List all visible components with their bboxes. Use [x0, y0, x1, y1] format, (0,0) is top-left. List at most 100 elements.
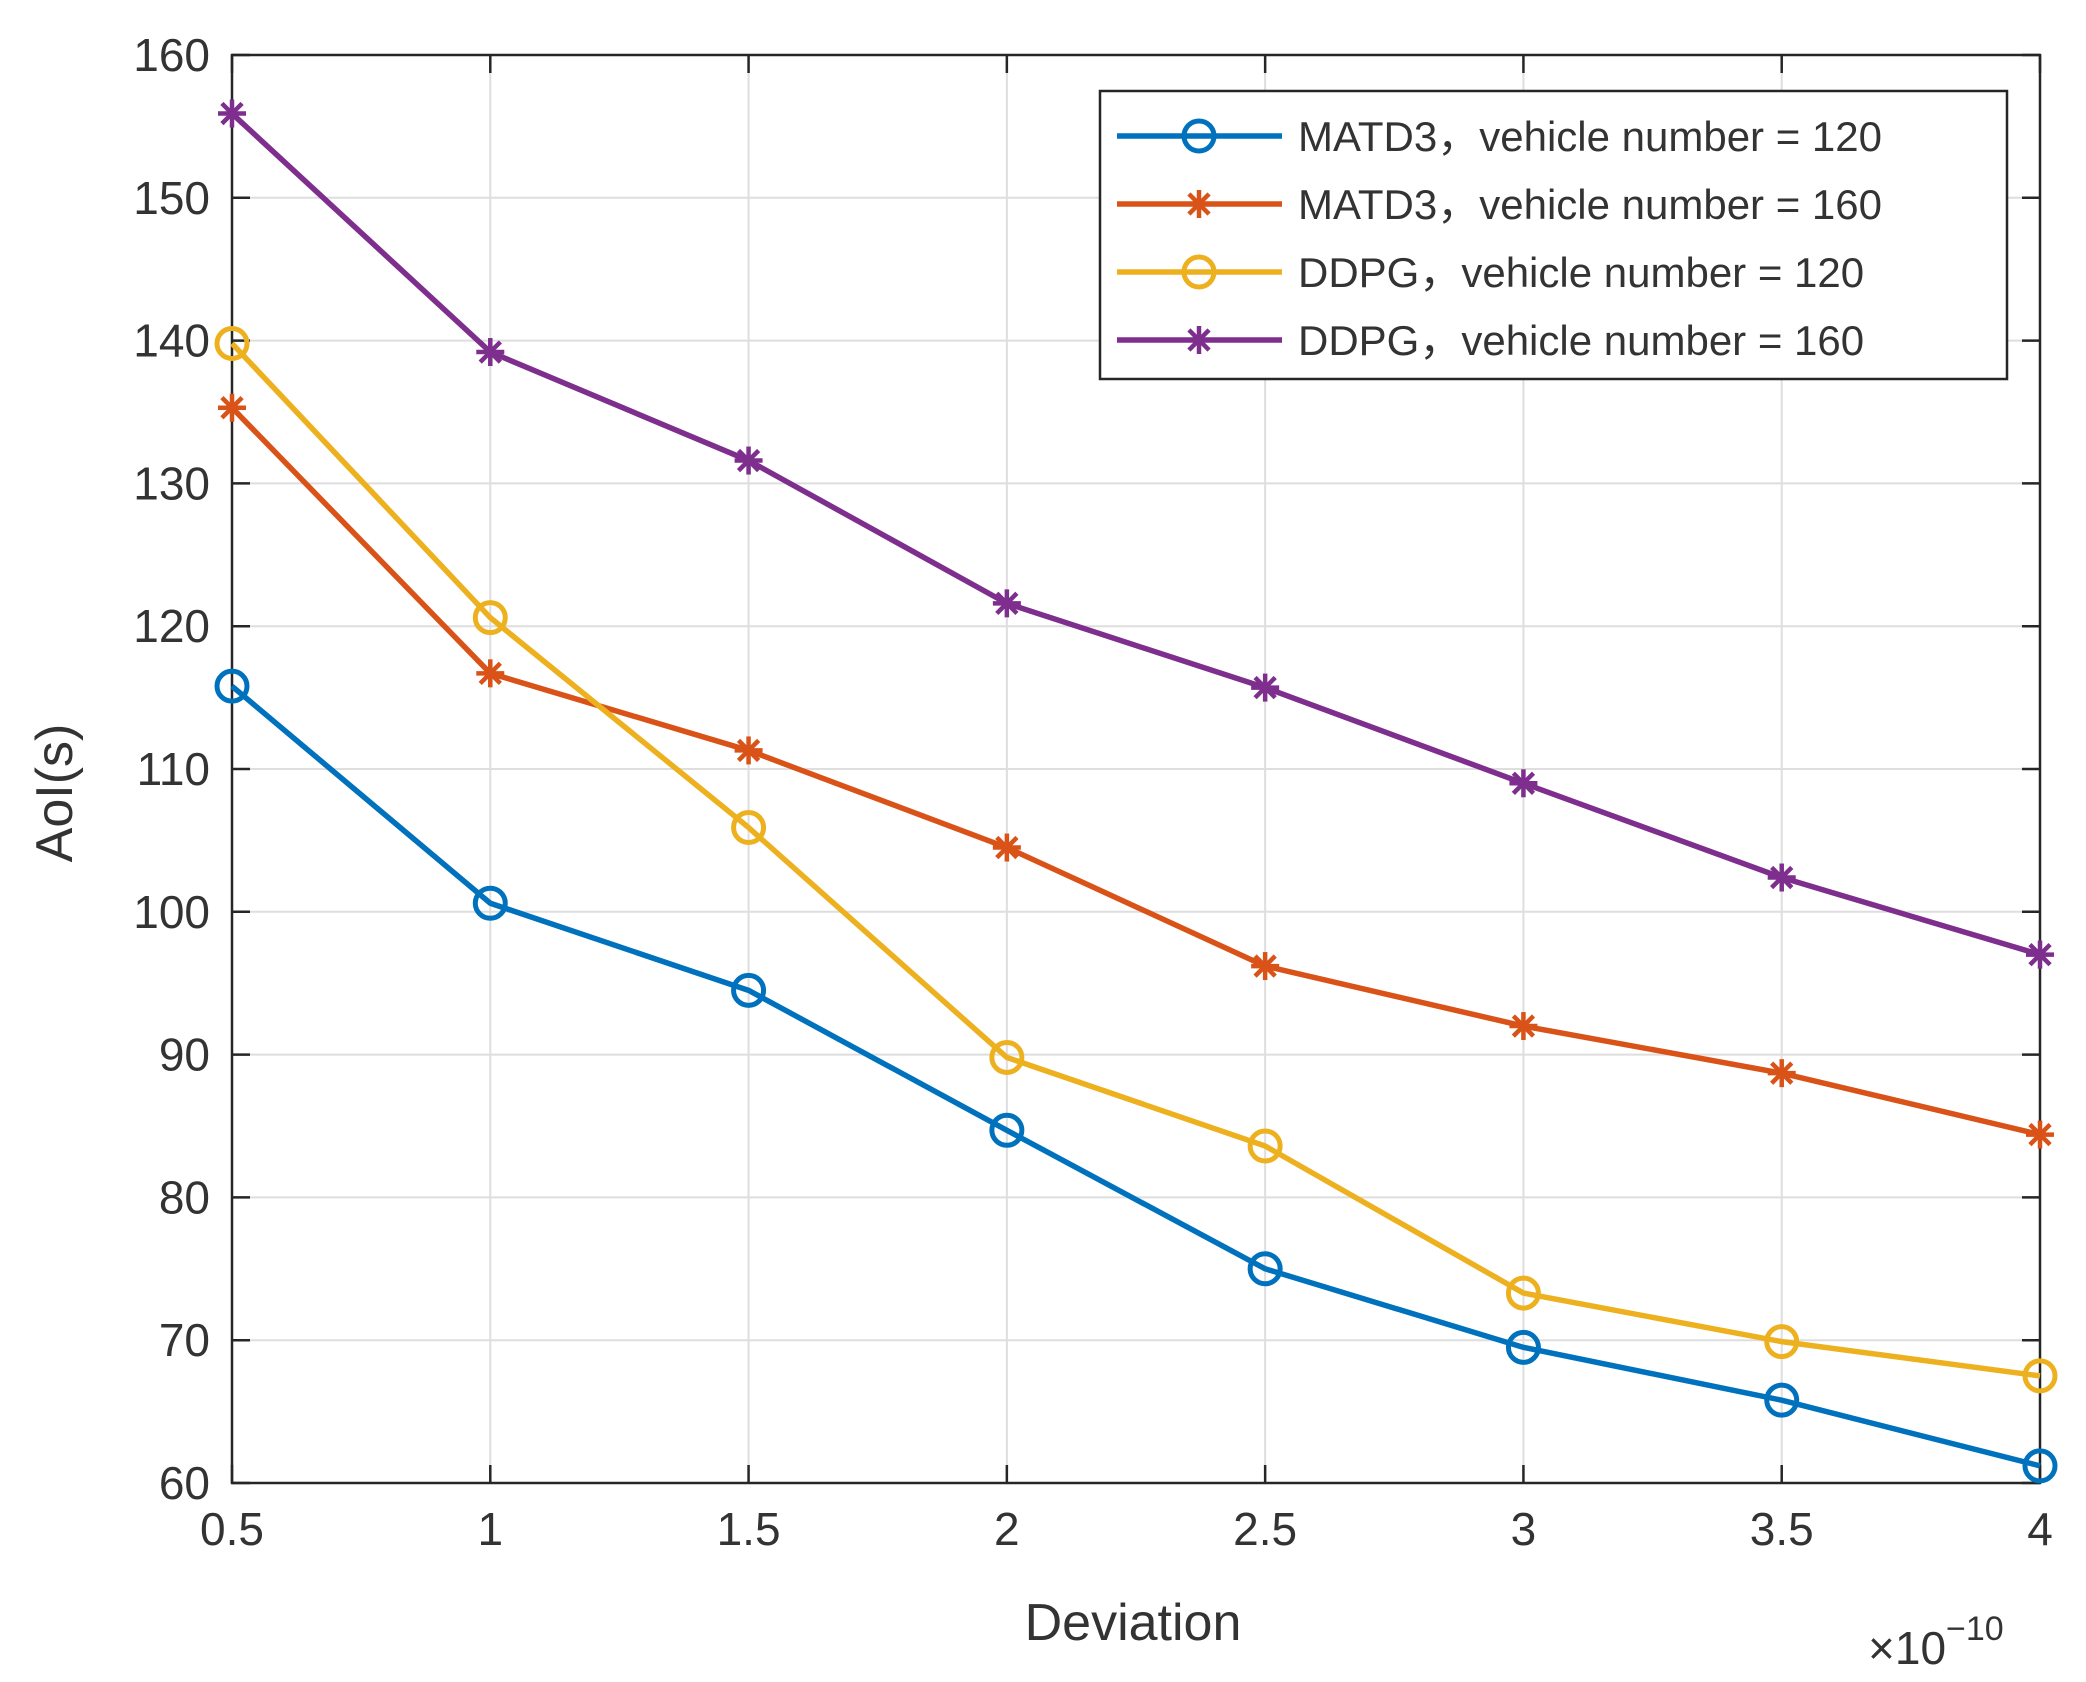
data-point	[734, 446, 763, 475]
legend-marker	[1185, 190, 1213, 218]
x-tick-label: 1.5	[717, 1503, 781, 1555]
data-point	[1505, 1275, 1541, 1311]
asterisk-stroke	[995, 591, 1019, 616]
data-point	[1251, 952, 1280, 981]
series-layer	[214, 99, 2058, 1484]
data-point	[2022, 1358, 2058, 1394]
data-point	[1251, 673, 1280, 702]
series-line	[229, 341, 2041, 1379]
asterisk-stroke	[220, 101, 244, 126]
series-line	[230, 405, 2041, 1138]
legend: MATD3，vehicle number = 120 MATD3，vehicle …	[1098, 89, 2009, 381]
y-tick-label: 140	[133, 315, 210, 367]
x-tick-label: 4	[2027, 1503, 2053, 1555]
asterisk-stroke	[995, 835, 1019, 860]
x-tick-label: 1	[477, 1503, 503, 1555]
data-point	[992, 589, 1021, 618]
y-tick-label: 150	[133, 172, 210, 224]
x-axis-multiplier: ×10−10	[1868, 1610, 2004, 1674]
asterisk-stroke	[478, 661, 502, 685]
data-point	[476, 338, 505, 367]
data-point	[1505, 1329, 1541, 1365]
asterisk-stroke	[478, 340, 502, 364]
data-point	[2026, 1120, 2054, 1149]
legend-entry-3: DDPG，vehicle number = 120	[1117, 249, 1864, 296]
asterisk-stroke	[2028, 942, 2052, 967]
data-point	[2022, 1448, 2058, 1484]
data-point	[1767, 863, 1796, 892]
data-point	[214, 668, 250, 704]
asterisk-stroke	[2028, 1122, 2052, 1147]
data-point	[476, 659, 505, 688]
legend-label: MATD3，vehicle number = 160	[1298, 181, 1882, 228]
data-point	[734, 736, 763, 765]
x-tick-label: 3	[1511, 1503, 1537, 1555]
data-point	[2026, 940, 2054, 969]
asterisk-stroke	[1187, 192, 1211, 216]
data-point	[1247, 1251, 1283, 1287]
data-point	[1767, 1059, 1796, 1088]
y-tick-label: 60	[159, 1457, 210, 1509]
asterisk-stroke	[1253, 954, 1277, 978]
x-axis-label: Deviation	[1025, 1594, 1242, 1652]
x-multiplier-exponent: −10	[1946, 1610, 2004, 1648]
legend-marker	[1181, 254, 1217, 290]
asterisk-stroke	[1770, 865, 1794, 890]
y-tick-label: 110	[137, 743, 210, 795]
legend-marker	[1181, 118, 1217, 154]
legend-label: DDPG，vehicle number = 160	[1298, 317, 1864, 364]
legend-box	[1098, 89, 2009, 381]
series-2	[218, 393, 2054, 1149]
legend-entry-2: MATD3，vehicle number = 160	[1117, 181, 1882, 228]
data-point	[214, 325, 250, 361]
x-tick-label: 3.5	[1750, 1503, 1814, 1555]
data-point	[1764, 1324, 1800, 1360]
y-tick-label: 100	[133, 886, 210, 938]
asterisk-stroke	[1770, 1061, 1794, 1085]
legend-entry-1: MATD3，vehicle number = 120	[1117, 113, 1882, 160]
y-tick-label: 90	[159, 1029, 210, 1081]
legend-label: MATD3，vehicle number = 120	[1298, 113, 1882, 160]
data-point	[1509, 1012, 1538, 1041]
x-tick-labels: 0.5 1 1.5 2 2.5 3 3.5 4	[200, 1503, 2053, 1555]
legend-entry-4: DDPG，vehicle number = 160	[1117, 317, 1864, 364]
data-point	[989, 1112, 1025, 1148]
data-point	[218, 393, 246, 422]
data-point	[472, 600, 508, 636]
y-axis-label: AoI(s)	[26, 724, 84, 863]
data-point	[731, 972, 767, 1008]
y-tick-label: 80	[159, 1171, 210, 1223]
asterisk-stroke	[1187, 328, 1211, 352]
x-multiplier-prefix: ×10	[1868, 1622, 1946, 1674]
x-tick-label: 2.5	[1233, 1503, 1297, 1555]
asterisk-stroke	[1253, 675, 1277, 700]
series-1	[214, 668, 2058, 1484]
x-tick-label: 2	[994, 1503, 1020, 1555]
y-tick-label: 160	[133, 29, 210, 81]
data-point	[992, 833, 1021, 862]
asterisk-stroke	[736, 738, 761, 763]
legend-label: DDPG，vehicle number = 120	[1298, 249, 1864, 296]
data-point	[472, 885, 508, 921]
series-3	[214, 325, 2058, 1394]
data-point	[218, 99, 246, 128]
asterisk-stroke	[220, 396, 244, 420]
legend-marker	[1185, 326, 1213, 354]
x-tick-label: 0.5	[200, 1503, 264, 1555]
asterisk-stroke	[1511, 771, 1536, 795]
y-tick-label: 130	[133, 457, 210, 509]
y-tick-label: 120	[133, 600, 210, 652]
asterisk-stroke	[736, 448, 761, 473]
data-point	[1247, 1128, 1283, 1164]
data-point	[989, 1039, 1025, 1075]
y-tick-labels: 60 70 80 90 100 110 120 130 140 150 160	[133, 29, 210, 1509]
data-point	[731, 810, 767, 846]
data-point	[1509, 769, 1538, 798]
series-4	[218, 99, 2054, 969]
series-line	[230, 111, 2041, 958]
y-tick-label: 70	[159, 1314, 210, 1366]
data-point	[1764, 1382, 1800, 1418]
series-line	[230, 684, 2041, 1469]
asterisk-stroke	[1511, 1014, 1536, 1038]
